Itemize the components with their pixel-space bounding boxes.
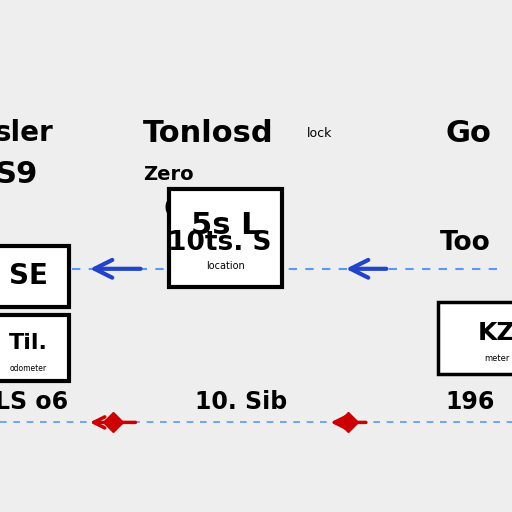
Text: S9: S9 — [0, 160, 38, 188]
Text: sler: sler — [0, 119, 54, 147]
Text: KZ: KZ — [478, 321, 512, 345]
Text: O: O — [164, 196, 190, 224]
Text: 10. Sib: 10. Sib — [195, 390, 287, 414]
Text: odometer: odometer — [10, 364, 47, 373]
Text: Zero: Zero — [143, 164, 194, 184]
Text: 5s L: 5s L — [190, 211, 260, 240]
Text: lock: lock — [307, 126, 333, 140]
Text: location: location — [206, 261, 245, 271]
Text: Til.: Til. — [9, 333, 48, 353]
Text: Tonlosd: Tonlosd — [143, 119, 274, 147]
Text: 10ts. S: 10ts. S — [168, 230, 272, 256]
FancyBboxPatch shape — [169, 189, 282, 287]
Text: 196: 196 — [445, 390, 495, 414]
Text: SE: SE — [9, 263, 48, 290]
FancyBboxPatch shape — [0, 315, 69, 381]
FancyBboxPatch shape — [438, 302, 512, 374]
Text: Too: Too — [440, 230, 491, 256]
Text: Go: Go — [445, 119, 492, 147]
Text: meter: meter — [484, 354, 509, 363]
Text: LS o6: LS o6 — [0, 390, 68, 414]
FancyBboxPatch shape — [0, 246, 69, 307]
